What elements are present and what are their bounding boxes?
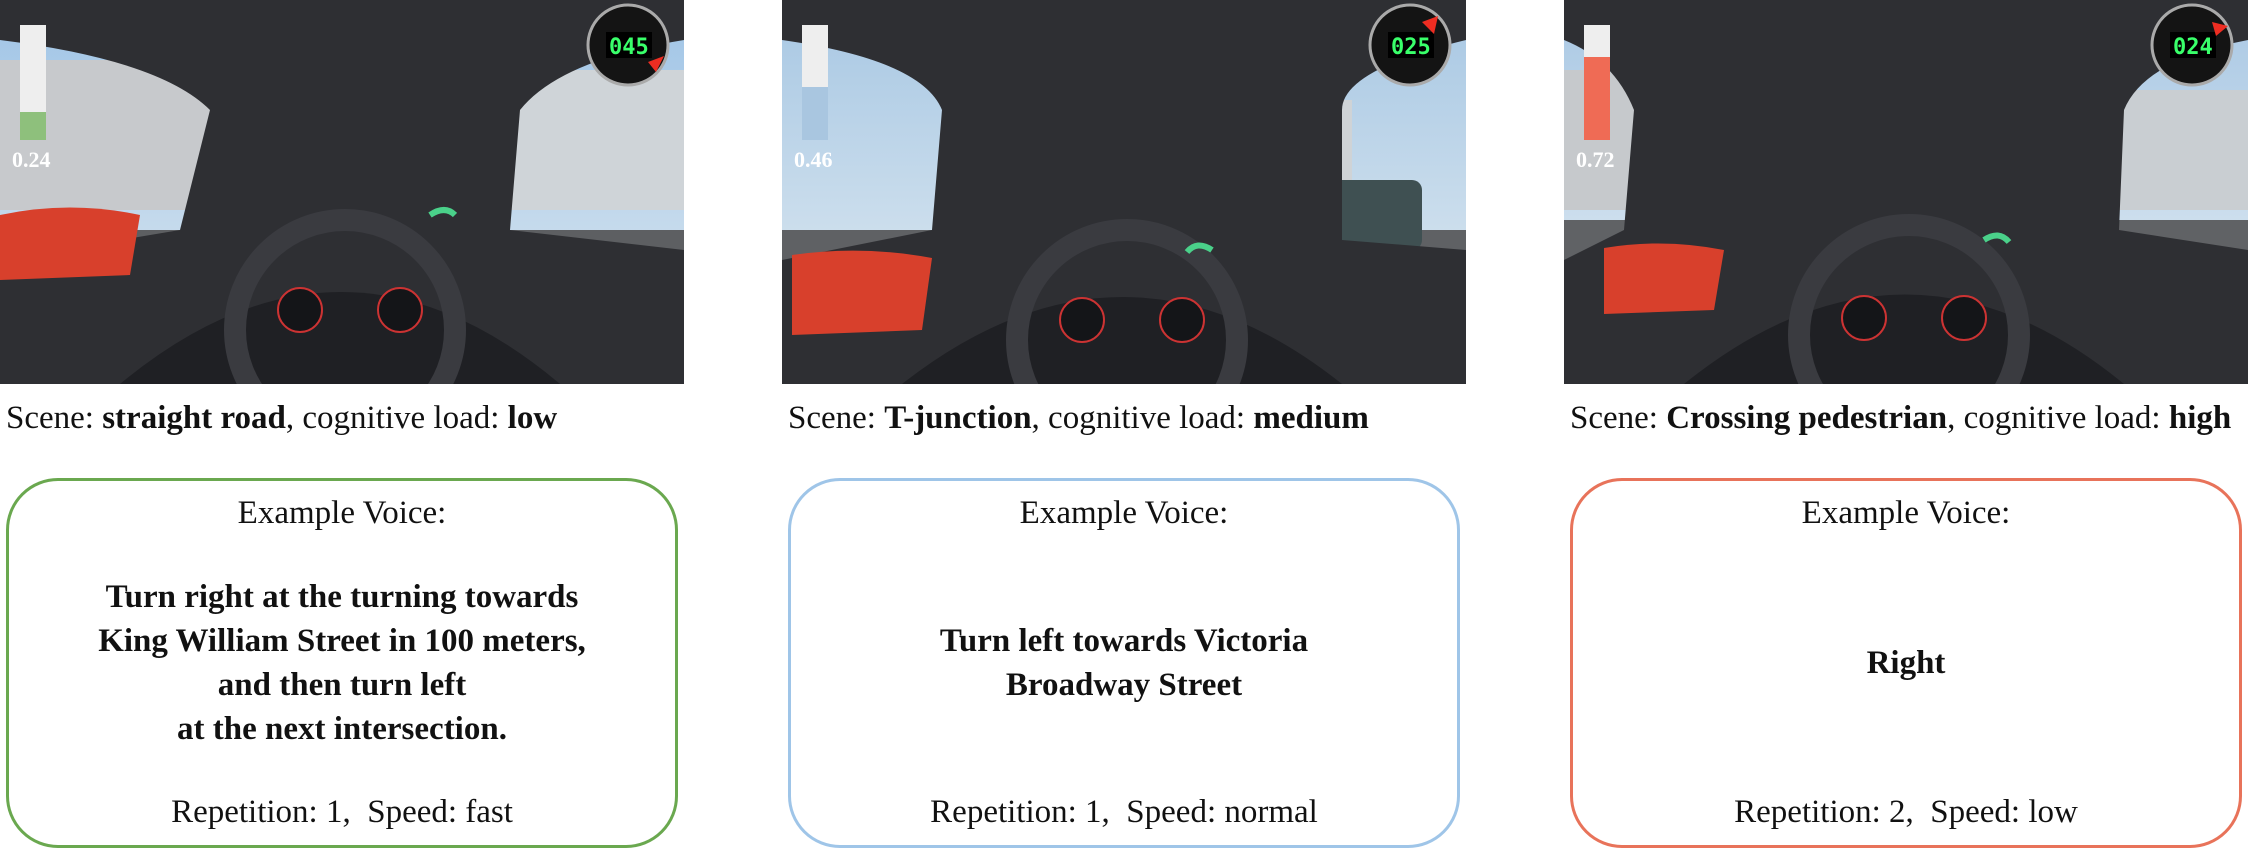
driving-simulator-image: 0.72 024 <box>1564 0 2248 384</box>
scene-name: Crossing pedestrian <box>1666 400 1948 436</box>
turn-arrow-icon <box>1184 242 1214 255</box>
voice-instruction: Right <box>1866 645 1946 681</box>
cognitive-load-bar: 0.72 <box>1576 25 1615 172</box>
cockpit-view: 0.46 025 <box>782 0 1466 384</box>
voice-instruction: Turn right at the turning towards King W… <box>98 579 586 747</box>
speed-dial: 024 <box>2150 3 2234 87</box>
speed-readout: 045 <box>609 35 649 60</box>
side-mirror <box>792 250 932 335</box>
steering-wheel <box>1788 214 2030 384</box>
cockpit-view: 0.72 024 <box>1564 0 2248 384</box>
scene-caption: Scene: T-junction, cognitive load: mediu… <box>788 400 1369 436</box>
scenario-panel-t-junction: 0.46 025 Scene: T-junction, cognitive lo… <box>782 0 1472 863</box>
tachometer-gauge <box>277 287 323 333</box>
cabin-frame <box>0 0 684 384</box>
example-voice-box: Example Voice: Turn right at the turning… <box>6 478 678 848</box>
steering-wheel <box>1006 219 1248 384</box>
speedometer-gauge <box>377 287 423 333</box>
speed-readout: 025 <box>1391 35 1431 60</box>
scene-caption: Scene: Crossing pedestrian, cognitive lo… <box>1570 400 2232 436</box>
scene-caption: Scene: straight road, cognitive load: lo… <box>6 400 558 436</box>
scenario-panel-straight-road: 0.24 045 Scene: straight road, cognitive… <box>0 0 690 863</box>
cockpit-view: 0.24 045 <box>0 0 684 384</box>
side-mirror <box>1604 243 1724 314</box>
turn-arrow-icon <box>428 207 458 218</box>
cognitive-load-bar: 0.46 <box>794 25 833 172</box>
cabin-frame <box>782 0 1466 384</box>
speed-dial: 045 <box>586 3 670 87</box>
cabin-frame <box>1564 0 2248 384</box>
speedometer-gauge <box>1159 297 1205 343</box>
speed-readout: 024 <box>2173 35 2213 60</box>
speed-needle-icon <box>2212 22 2228 36</box>
speed-dial: 025 <box>1368 3 1452 87</box>
cognitive-load-level: medium <box>1253 400 1369 436</box>
cognitive-load-value: 0.72 <box>1576 147 1615 172</box>
voice-box-title: Example Voice: <box>1801 495 2011 531</box>
voice-settings: Repetition: 1, Speed: normal <box>930 794 1318 830</box>
scene-name: straight road <box>102 400 286 436</box>
cognitive-load-value: 0.46 <box>794 147 833 172</box>
scene-name: T-junction <box>884 400 1032 436</box>
tachometer-gauge <box>1059 297 1105 343</box>
example-voice-box: Example Voice: Turn left towards Victori… <box>788 478 1460 848</box>
cognitive-load-level: high <box>2168 400 2232 436</box>
speedometer-gauge <box>1941 295 1987 341</box>
driving-simulator-image: 0.24 045 <box>0 0 684 384</box>
tachometer-gauge <box>1841 295 1887 341</box>
side-mirror <box>0 207 140 280</box>
cognitive-load-level: low <box>507 400 558 436</box>
voice-instruction: Turn left towards Victoria Broadway Stre… <box>939 623 1309 703</box>
turn-arrow-icon <box>1982 232 2012 245</box>
driving-simulator-image: 0.46 025 <box>782 0 1466 384</box>
speed-needle-icon <box>1422 16 1438 34</box>
voice-settings: Repetition: 2, Speed: low <box>1734 794 2078 830</box>
cognitive-load-bar: 0.24 <box>12 25 51 172</box>
example-voice-box: Example Voice: Right Repetition: 2, Spee… <box>1570 478 2242 848</box>
scenario-panel-crossing-pedestrian: 0.72 024 Scene: Crossing pedestrian, cog… <box>1564 0 2252 863</box>
speed-needle-icon <box>648 56 664 72</box>
voice-settings: Repetition: 1, Speed: fast <box>171 794 513 830</box>
voice-box-title: Example Voice: <box>1019 495 1229 531</box>
cognitive-load-value: 0.24 <box>12 147 51 172</box>
voice-box-title: Example Voice: <box>237 495 447 531</box>
steering-wheel <box>224 209 466 384</box>
